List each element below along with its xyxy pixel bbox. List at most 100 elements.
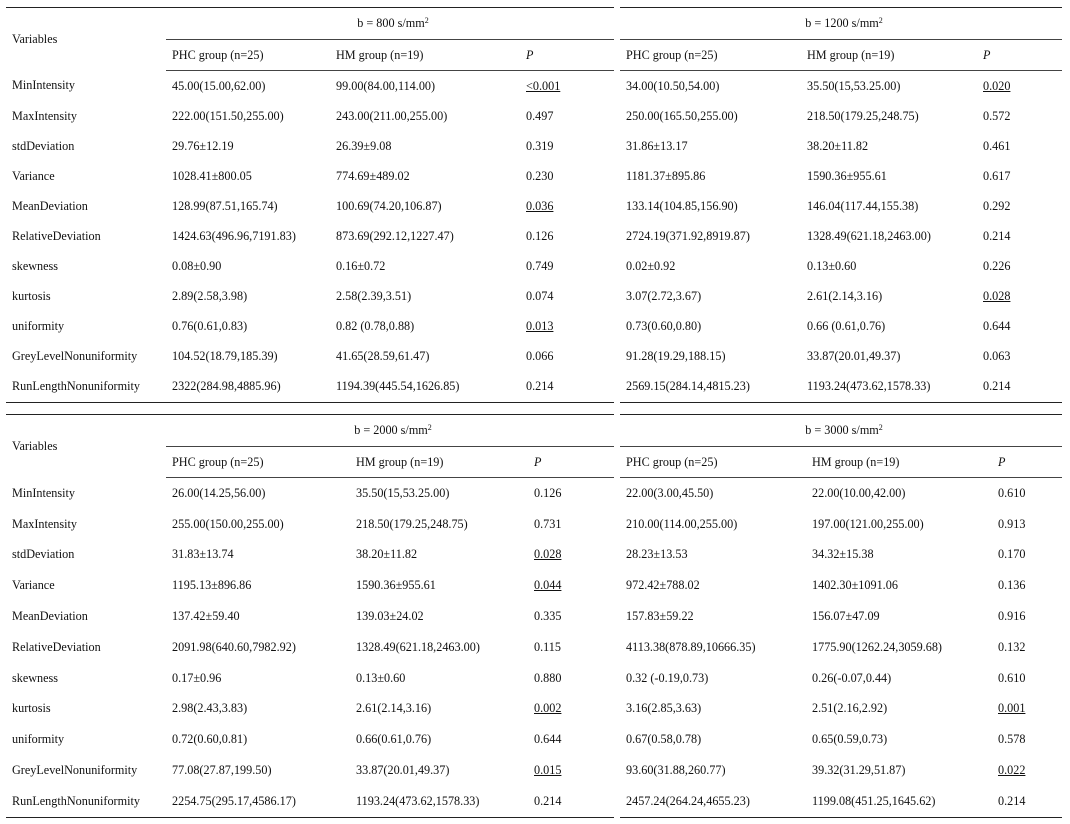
cell-l-phc: 1195.13±896.86 <box>172 578 252 593</box>
cell-l-hm: 35.50(15,53.25.00) <box>356 485 450 500</box>
stats-table-b800-b1200: Variables b = 800 s/mm2 b = 1200 s/mm2 P… <box>6 7 1062 404</box>
variable-name-cell: Variance <box>12 578 55 593</box>
col-hm-left: HM group (n=19) <box>330 39 520 71</box>
cell-l-phc: 0.08±0.90 <box>172 259 222 274</box>
variable-name-cell: MeanDeviation <box>12 609 88 624</box>
cell-r-p: 0.913 <box>998 516 1026 531</box>
variable-name-cell: uniformity <box>12 319 65 334</box>
cell-r-p: 0.292 <box>983 198 1011 213</box>
group-header-left: b = 800 s/mm2 <box>166 7 614 40</box>
cell-l-phc: 137.42±59.40 <box>172 609 240 624</box>
cell-r-hm: 39.32(31.29,51.87) <box>812 763 906 778</box>
cell-l-p: 0.319 <box>526 138 554 153</box>
cell-l-phc: 31.83±13.74 <box>172 547 234 562</box>
cell-l-p: 0.126 <box>534 485 562 500</box>
cell-r-hm: 218.50(179.25,248.75) <box>807 108 919 123</box>
variable-name-cell: GreyLevelNonuniformity <box>12 349 138 364</box>
unit-exponent: 2 <box>878 16 883 25</box>
cell-r-p: 0.916 <box>998 609 1026 624</box>
table-row: kurtosis 2.98(2.43,3.83) 2.61(2.14,3.16) 0.… <box>6 694 1062 725</box>
cell-r-phc: 22.00(3.00,45.50) <box>626 485 714 500</box>
cell-l-phc: 0.76(0.61,0.83) <box>172 319 248 334</box>
variables-header: Variables <box>6 7 166 71</box>
cell-l-p: 0.230 <box>526 168 554 183</box>
col-phc-left: PHC group (n=25) <box>166 446 350 478</box>
cell-r-hm: 146.04(117.44,155.38) <box>807 198 919 213</box>
variable-name-cell: RunLengthNonuniformity <box>6 785 166 818</box>
cell-l-p: 0.214 <box>520 371 614 404</box>
cell-r-hm: 2.61(2.14,3.16) <box>807 289 883 304</box>
cell-l-p: 0.880 <box>534 670 562 685</box>
cell-l-p: 0.044 <box>534 578 562 593</box>
table-row: RelativeDeviation 1424.63(496.96,7191.83)… <box>6 221 1062 251</box>
cell-r-p: 0.136 <box>998 578 1026 593</box>
cell-r-p: 0.214 <box>977 371 1062 404</box>
cell-r-hm: 34.32±15.38 <box>812 547 874 562</box>
cell-r-phc: 3.16(2.85,3.63) <box>626 701 702 716</box>
cell-r-p: 0.214 <box>992 785 1062 818</box>
cell-l-p: 0.002 <box>534 701 562 716</box>
cell-l-hm: 139.03±24.02 <box>356 609 424 624</box>
cell-l-hm: 0.13±0.60 <box>356 670 406 685</box>
variable-name-cell: MinIntensity <box>12 78 75 93</box>
cell-r-hm: 1775.90(1262.24,3059.68) <box>812 639 942 654</box>
group-header-left: b = 2000 s/mm2 <box>166 414 614 447</box>
cell-l-p: 0.497 <box>526 108 554 123</box>
unit-exponent: 2 <box>427 423 432 432</box>
table-row: Variance 1028.41±800.05 774.69±489.02 0.230… <box>6 161 1062 191</box>
cell-r-p: 0.132 <box>998 639 1026 654</box>
variable-name-cell: RelativeDeviation <box>12 229 101 244</box>
cell-l-phc: 1028.41±800.05 <box>172 168 252 183</box>
cell-r-phc: 0.02±0.92 <box>626 259 676 274</box>
cell-r-phc: 2724.19(371.92,8919.87) <box>626 229 750 244</box>
col-p-left: P <box>520 39 614 71</box>
variable-name-cell: GreyLevelNonuniformity <box>12 763 138 778</box>
cell-r-phc: 34.00(10.50,54.00) <box>626 78 720 93</box>
cell-r-phc: 31.86±13.17 <box>626 138 688 153</box>
col-hm-right: HM group (n=19) <box>801 39 977 71</box>
stats-table-b2000-b3000: Variables b = 2000 s/mm2 b = 3000 s/mm2 … <box>6 414 1062 818</box>
cell-r-hm: 1199.08(451.25,1645.62) <box>806 785 992 818</box>
table-row: stdDeviation 31.83±13.74 38.20±11.82 0.028 2… <box>6 540 1062 571</box>
cell-r-hm: 35.50(15,53.25.00) <box>807 78 901 93</box>
cell-l-p: 0.335 <box>534 609 562 624</box>
cell-r-hm: 2.51(2.16,2.92) <box>812 701 888 716</box>
cell-r-p: 0.610 <box>998 670 1026 685</box>
cell-l-p: <0.001 <box>526 78 561 93</box>
table-row: GreyLevelNonuniformity 104.52(18.79,185.3… <box>6 342 1062 372</box>
col-hm-left: HM group (n=19) <box>350 446 528 478</box>
cell-r-hm: 0.66 (0.61,0.76) <box>807 319 886 334</box>
cell-r-phc: 93.60(31.88,260.77) <box>626 763 726 778</box>
unit-exponent: 2 <box>424 16 429 25</box>
col-hm-right: HM group (n=19) <box>806 446 992 478</box>
table-row: MinIntensity 26.00(14.25,56.00) 35.50(15,5… <box>6 478 1062 509</box>
cell-r-hm: 1328.49(621.18,2463.00) <box>807 229 931 244</box>
cell-r-phc: 250.00(165.50,255.00) <box>626 108 738 123</box>
cell-l-p: 0.126 <box>526 229 554 244</box>
cell-l-p: 0.074 <box>526 289 554 304</box>
cell-r-phc: 4113.38(878.89,10666.35) <box>626 639 756 654</box>
cell-r-p: 0.617 <box>983 168 1011 183</box>
cell-r-hm: 38.20±11.82 <box>807 138 869 153</box>
cell-l-phc: 2322(284.98,4885.96) <box>166 371 330 404</box>
cell-l-hm: 0.66(0.61,0.76) <box>356 732 432 747</box>
cell-r-phc: 2569.15(284.14,4815.23) <box>620 371 801 404</box>
unit-exponent: 2 <box>878 423 883 432</box>
cell-r-phc: 91.28(19.29,188.15) <box>626 349 726 364</box>
table-row: skewness 0.08±0.90 0.16±0.72 0.749 0.02±0.92… <box>6 252 1062 282</box>
table-row: GreyLevelNonuniformity 77.08(27.87,199.50… <box>6 755 1062 786</box>
cell-l-phc: 2254.75(295.17,4586.17) <box>166 785 350 818</box>
cell-l-hm: 1194.39(445.54,1626.85) <box>330 371 520 404</box>
cell-l-p: 0.015 <box>534 763 562 778</box>
col-phc-left: PHC group (n=25) <box>166 39 330 71</box>
cell-l-p: 0.066 <box>526 349 554 364</box>
cell-l-p: 0.013 <box>526 319 554 334</box>
cell-r-p: 0.214 <box>983 229 1011 244</box>
cell-l-hm: 26.39±9.08 <box>336 138 392 153</box>
table-row: MaxIntensity 222.00(151.50,255.00) 243.00(… <box>6 101 1062 131</box>
cell-r-p: 0.610 <box>998 485 1026 500</box>
col-p-right: P <box>977 39 1062 71</box>
cell-r-hm: 1402.30±1091.06 <box>812 578 898 593</box>
variable-name-cell: MaxIntensity <box>12 516 77 531</box>
variable-name-cell: stdDeviation <box>12 138 75 153</box>
